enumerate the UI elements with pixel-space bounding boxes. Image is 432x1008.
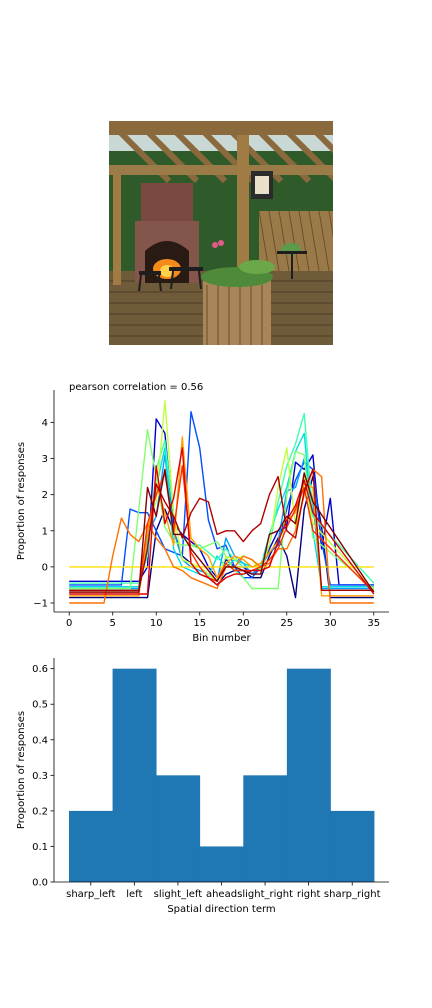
bistro-table [277,251,307,254]
iron-table [169,267,203,271]
x-tick-label: ahead [206,889,237,900]
series-line-12 [69,447,375,595]
x-tick-label: left [126,889,142,900]
lantern-glass [255,176,269,194]
lattice-bar [328,210,333,239]
y-tick-label: 1 [42,526,48,537]
direction-term-bar-chart: sharp_left left slight_left ahead slight_rig… [16,658,389,915]
y-tick-label: 0.3 [32,771,48,782]
iron-chair-seat [139,271,161,275]
lattice-bar [318,210,330,272]
flower [218,240,224,246]
planter-box [203,279,271,345]
x-axis-label: Bin number [192,633,251,644]
y-tick-label: 2 [42,490,48,501]
x-tick-label: sharp_left [66,889,115,900]
bin-response-line-chart: pearson correlation = 0.560 5 10 15 20 25 30 35… [16,382,389,644]
lattice-bar [268,210,280,272]
chair-leg [158,274,162,292]
lattice-bar [298,210,310,272]
series-line-13 [69,468,374,592]
bar-sharp_right [330,810,375,882]
x-axis-label: Spatial direction term [167,904,275,915]
y-tick-label: 0 [42,562,48,573]
y-axis-label: Proportion of responses [16,442,27,560]
y-tick-label: 0.0 [32,878,48,889]
y-tick-label: 0.5 [32,700,48,711]
x-tick-label: 35 [367,618,380,629]
table-leg [170,270,174,290]
x-tick-label: 25 [280,618,293,629]
series-line-7 [69,400,375,592]
y-tick-label: −1 [33,598,48,609]
pergola-post-left [113,175,121,285]
flower [212,242,218,248]
lattice-bar [278,210,290,272]
pergola-fireplace-photo [109,121,333,345]
chart-title: pearson correlation = 0.56 [69,382,203,393]
series-line-0 [69,475,374,599]
series-line-6 [69,429,375,590]
chair-leg [138,274,142,292]
x-tick-label: 5 [110,618,116,629]
pergola-rafter [302,121,333,154]
bar-slight_right [243,775,288,882]
x-tick-label: 30 [324,618,337,629]
pergola-crossbeam [109,165,333,175]
lattice-bar [288,210,300,272]
y-tick-label: 3 [42,454,48,465]
lattice-bar [258,210,270,272]
bar-right [286,668,331,882]
x-tick-label: 20 [237,618,250,629]
bar-left [112,668,157,882]
y-tick-label: 0.2 [32,806,48,817]
x-tick-label: right [297,889,321,900]
y-axis-label: Proportion of responses [16,711,27,829]
y-tick-label: 0.6 [32,664,48,675]
lattice-bar [308,210,320,272]
bar-slight_left [156,775,201,882]
y-tick-label: 0.1 [32,842,48,853]
x-tick-label: 0 [66,618,72,629]
series-line-5 [69,412,375,584]
x-tick-label: slight_right [237,889,293,900]
bar-ahead [199,846,244,882]
series-line-11 [69,465,375,593]
x-tick-label: 10 [150,618,163,629]
x-tick-label: 15 [193,618,206,629]
series-line-14 [69,468,375,593]
series-line-3 [69,454,374,590]
y-tick-label: 0.4 [32,735,48,746]
potted-plant [239,260,275,274]
x-tick-label: slight_left [154,889,203,900]
table-leg [198,270,202,290]
bar-sharp_left [69,810,113,882]
y-tick-label: 4 [42,418,48,429]
pergola-post [237,135,249,275]
x-tick-label: sharp_right [324,889,381,900]
